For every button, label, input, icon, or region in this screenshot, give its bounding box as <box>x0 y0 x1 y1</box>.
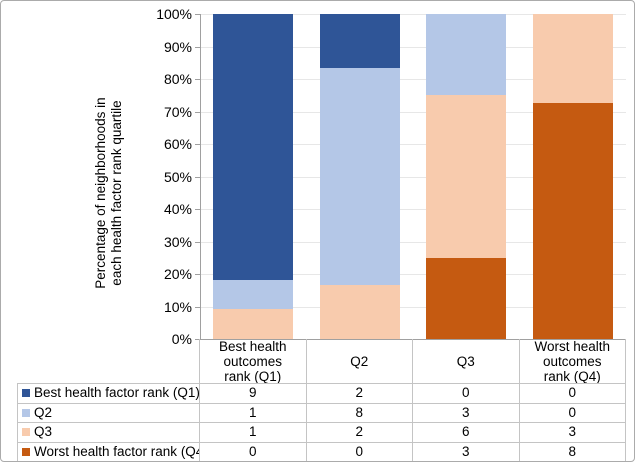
table-value-cell: 0 <box>413 384 520 404</box>
legend-label: Worst health factor rank (Q4) <box>34 443 200 459</box>
bar-segment <box>426 14 507 96</box>
legend-swatch-icon <box>22 408 30 417</box>
category-label: Q3 <box>413 339 520 384</box>
bar-segment <box>426 95 507 258</box>
legend-label: Q2 <box>34 404 53 420</box>
y-tick-mark <box>195 339 200 340</box>
legend-label: Best health factor rank (Q1) <box>34 385 200 401</box>
legend-item: Q2 <box>17 403 200 423</box>
y-tick-label: 30% <box>163 233 192 250</box>
bar-segment <box>532 102 613 339</box>
legend-item: Best health factor rank (Q1) <box>17 384 200 404</box>
table-value-cell: 9 <box>200 384 307 404</box>
bar-segment <box>532 14 613 103</box>
category-label: Worst health outcomes rank (Q4) <box>519 339 626 384</box>
gridline <box>200 176 626 178</box>
y-tick-mark <box>195 306 200 308</box>
table-value-cell: 2 <box>306 423 413 443</box>
bar-column <box>307 14 414 339</box>
gridline <box>200 111 626 113</box>
gridline <box>200 144 626 145</box>
table-value-cell: 3 <box>519 423 626 443</box>
table-value-cell: 6 <box>413 423 520 443</box>
y-tick-mark <box>195 209 200 210</box>
table-value-cell: 2 <box>306 384 413 404</box>
gridline <box>200 274 626 275</box>
y-tick-label: 50% <box>163 168 192 185</box>
legend-swatch-icon <box>22 447 30 456</box>
table-value-cell: 8 <box>520 442 626 461</box>
y-axis-line <box>200 14 201 340</box>
table-value-cell: 8 <box>306 403 413 423</box>
gridline <box>200 306 626 308</box>
bar-column <box>413 14 520 339</box>
table-value-cell: 1 <box>200 423 307 443</box>
category-label: Best health outcomes rank (Q1) <box>200 339 307 384</box>
legend-label: Q3 <box>34 424 53 440</box>
stacked-bar <box>319 14 400 339</box>
table-value-cell: 0 <box>307 442 413 461</box>
y-tick-label: 0% <box>171 331 192 347</box>
table-value-cell: 0 <box>519 403 626 423</box>
legend-item: Q3 <box>17 423 200 443</box>
y-tick-mark <box>195 176 200 178</box>
x-axis-line <box>200 339 626 340</box>
y-tick-mark <box>195 79 200 80</box>
bars-container <box>200 14 626 339</box>
data-table: Best health outcomes rank (Q1) Q2 Q3 Worst h… <box>17 339 626 461</box>
legend-swatch-icon <box>22 428 30 437</box>
gridline <box>200 209 626 210</box>
y-tick-label: 40% <box>163 201 192 217</box>
stacked-bar <box>213 14 294 339</box>
bar-column <box>520 14 627 339</box>
y-axis-title-line-1: Percentage of neighborhoods in <box>93 97 108 289</box>
plot-area <box>200 14 626 339</box>
y-tick-mark <box>195 46 200 48</box>
gridline <box>200 46 626 48</box>
table-value-cell: 0 <box>200 442 307 461</box>
y-tick-mark <box>195 111 200 113</box>
legend-swatch-icon <box>22 389 30 398</box>
gridline <box>200 14 626 15</box>
y-tick-label: 100% <box>156 6 192 22</box>
table-value-cell: 0 <box>519 384 626 404</box>
bar-segment <box>213 279 294 310</box>
y-tick-mark <box>195 14 200 15</box>
y-tick-label: 70% <box>163 103 192 120</box>
y-tick-label: 60% <box>163 136 192 152</box>
gridline <box>200 79 626 80</box>
table-value-cell: 3 <box>413 403 520 423</box>
gridline <box>200 241 626 243</box>
bar-segment <box>213 14 294 280</box>
y-axis-title: Percentage of neighborhoods in each heal… <box>93 73 125 313</box>
bar-segment <box>213 309 294 339</box>
y-tick-mark <box>195 241 200 243</box>
y-tick-label: 80% <box>163 71 192 87</box>
y-tick-label: 10% <box>163 298 192 315</box>
y-tick-mark <box>195 144 200 145</box>
bar-segment <box>319 68 400 285</box>
y-tick-mark <box>195 274 200 275</box>
y-tick-label: 90% <box>163 38 192 55</box>
y-tick-label: 20% <box>163 266 192 282</box>
bar-column <box>200 14 307 339</box>
legend-item: Worst health factor rank (Q4) <box>17 442 200 461</box>
bar-segment <box>426 257 507 339</box>
category-label: Q2 <box>306 339 413 384</box>
table-value-cell: 3 <box>413 442 520 461</box>
bar-segment <box>319 14 400 69</box>
bar-segment <box>319 284 400 339</box>
table-corner-cell <box>17 339 200 384</box>
table-value-cell: 1 <box>200 403 307 423</box>
stacked-bar <box>426 14 507 339</box>
stacked-bar <box>532 14 613 339</box>
y-axis-title-line-2: each health factor rank quartile <box>109 100 124 286</box>
